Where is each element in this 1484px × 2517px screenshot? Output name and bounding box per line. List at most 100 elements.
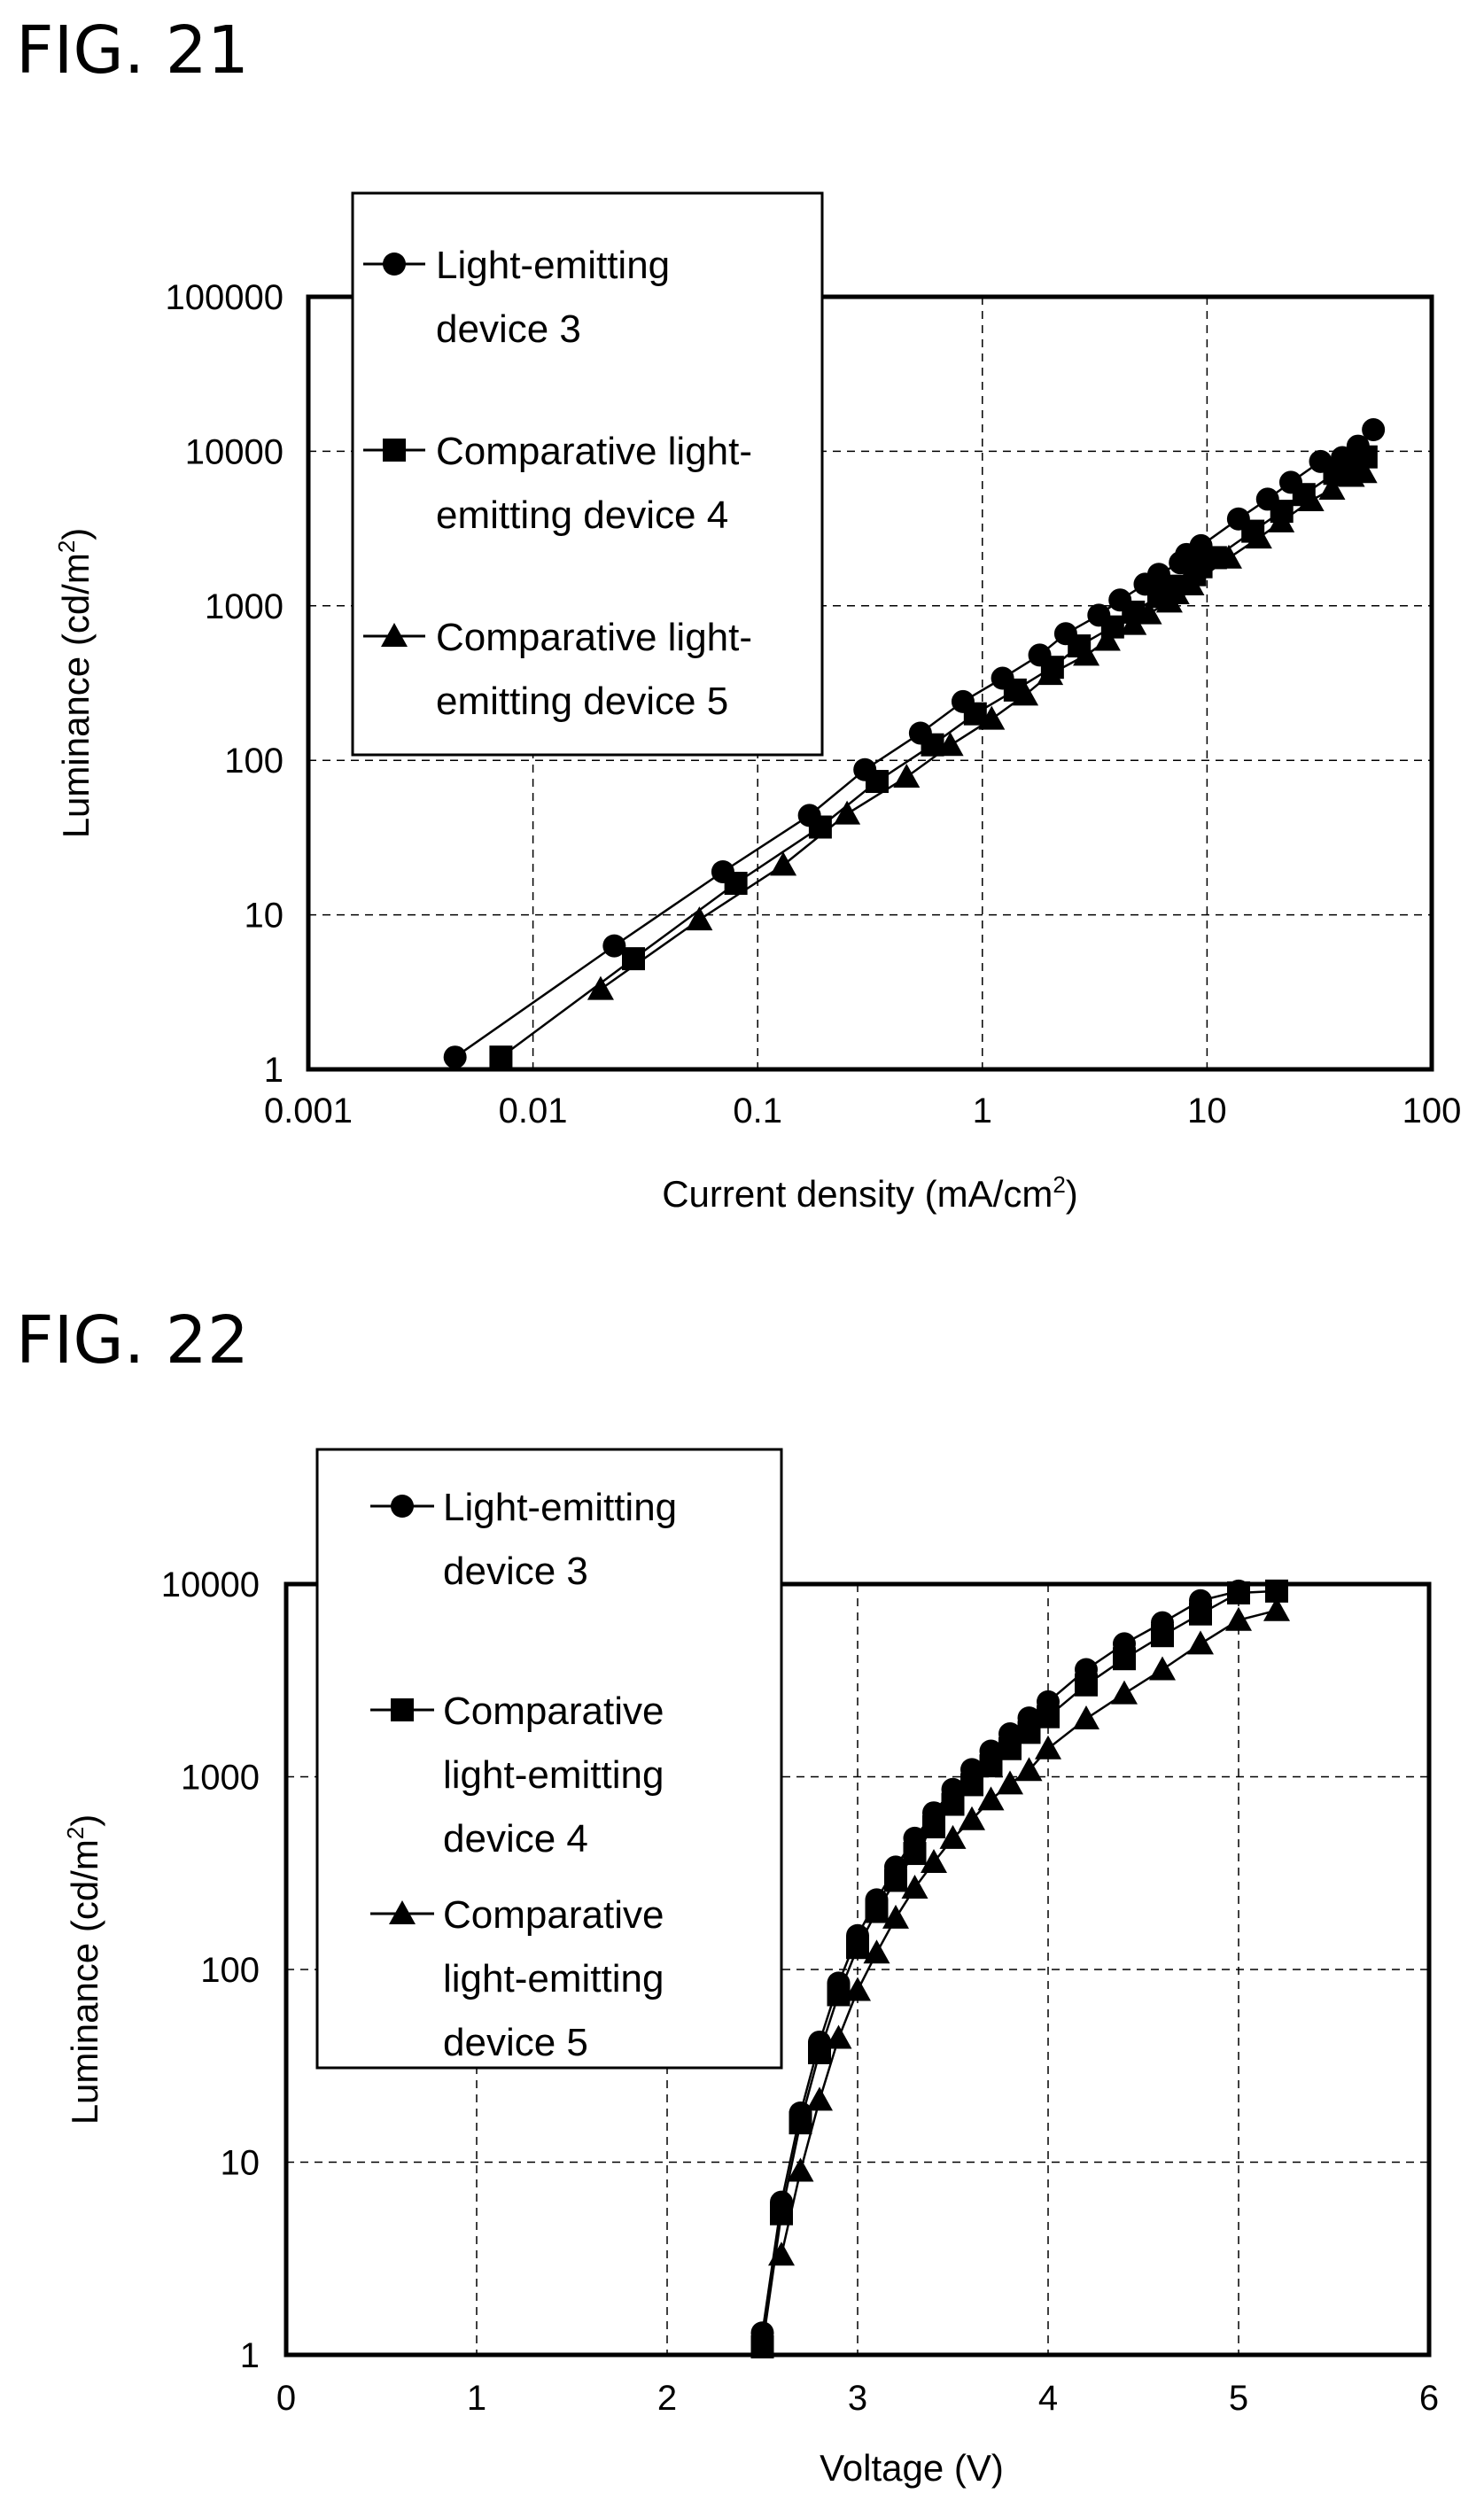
- data-point-square: [846, 1936, 869, 1960]
- legend-label-line: Comparative light-: [436, 616, 752, 659]
- data-point-triangle: [921, 1849, 947, 1874]
- data-point-square: [1151, 1624, 1174, 1648]
- legend-item-comparative-device-4: Comparative light- emitting device 4: [363, 430, 752, 537]
- data-point-triangle: [806, 2086, 833, 2111]
- data-point-square: [1189, 1602, 1212, 1626]
- legend-label-line: light-emitting: [443, 1957, 664, 2000]
- data-point-square: [1075, 1673, 1098, 1697]
- y-tick-label: 100000: [166, 278, 284, 317]
- data-point-square: [1227, 1581, 1250, 1604]
- legend-marker-triangle: [389, 1900, 416, 1924]
- data-point-triangle: [997, 1770, 1023, 1795]
- plot-frame: [306, 294, 1434, 1072]
- y-axis-label: Luminance (cd/m2): [53, 528, 97, 839]
- data-point-triangle: [768, 2241, 795, 2266]
- y-tick-label: 1: [264, 1051, 284, 1090]
- x-tick-labels: 0 1 2 3 4 5 6: [276, 2379, 1439, 2418]
- data-point-triangle: [1245, 524, 1272, 549]
- x-tick-label: 6: [1419, 2379, 1439, 2418]
- x-tick-label: 4: [1038, 2379, 1058, 2418]
- data-point-triangle: [893, 764, 921, 789]
- series-triangle: [768, 1596, 1290, 2266]
- data-point-triangle: [1225, 1606, 1252, 1631]
- legend-box: [315, 1448, 783, 2070]
- data-point-triangle: [1111, 1680, 1138, 1705]
- data-point-triangle: [1093, 626, 1121, 651]
- legend-label-line: light-emitting: [443, 1753, 664, 1797]
- data-point-triangle: [882, 1904, 909, 1929]
- data-point-square: [808, 2040, 831, 2064]
- data-point-triangle: [936, 732, 964, 757]
- data-point-triangle: [844, 1977, 871, 2001]
- legend-label-line: Comparative: [443, 1893, 664, 1937]
- series-group: [750, 1579, 1290, 2358]
- data-point-triangle: [1318, 475, 1346, 500]
- data-point-triangle: [1350, 459, 1378, 484]
- data-point-triangle: [686, 906, 713, 931]
- data-point-square: [922, 1814, 945, 1838]
- data-point-triangle: [1215, 544, 1242, 569]
- data-point-triangle: [1035, 1735, 1061, 1760]
- data-point-triangle: [1162, 579, 1190, 604]
- data-point-circle: [443, 1045, 467, 1069]
- x-tick-label: 3: [848, 2379, 867, 2418]
- data-point-square: [865, 770, 889, 794]
- legend-marker-circle: [383, 252, 406, 276]
- legend: Light-emitting device 3 Comparative ligh…: [315, 1448, 783, 2070]
- data-point-circle: [602, 934, 626, 958]
- y-tick-label: 10000: [185, 432, 284, 471]
- data-point-triangle: [1015, 1757, 1043, 1782]
- legend-item-comparative-device-5: Comparative light-emitting device 5: [370, 1893, 664, 2064]
- legend-item-device-3: Light-emitting device 3: [370, 1486, 677, 1593]
- series-triangle: [587, 459, 1378, 1000]
- x-axis-label: Voltage (V): [820, 2447, 1004, 2489]
- data-point-square: [884, 1868, 907, 1892]
- data-point-square: [1113, 1647, 1136, 1671]
- legend-item-comparative-device-5: Comparative light- emitting device 5: [363, 616, 752, 723]
- x-tick-label: 0.001: [264, 1091, 353, 1130]
- series-group: [443, 418, 1386, 1069]
- legend: Light-emitting device 3 Comparative ligh…: [351, 191, 824, 757]
- y-axis-label: Luminance (cd/m2): [62, 1814, 105, 2125]
- data-point-triangle: [825, 2024, 852, 2049]
- y-tick-label: 10: [221, 2144, 260, 2183]
- y-tick-label: 1000: [205, 587, 284, 626]
- data-point-square: [865, 1899, 889, 1923]
- legend-label-line: emitting device 5: [436, 680, 728, 723]
- x-tick-label: 0.1: [733, 1091, 782, 1130]
- legend-marker-square: [383, 439, 406, 462]
- x-tick-label: 0: [276, 2379, 296, 2418]
- y-tick-label: 100: [200, 1951, 260, 1990]
- legend-item-device-3: Light-emitting device 3: [363, 244, 670, 351]
- data-point-triangle: [1135, 600, 1162, 625]
- data-point-square: [1037, 1705, 1060, 1728]
- plot-frame: [284, 1581, 1432, 2358]
- data-point-triangle: [587, 975, 614, 1000]
- figure-title: FIG. 21: [16, 12, 249, 89]
- y-tick-label: 10: [245, 897, 284, 936]
- data-point-triangle: [1120, 610, 1147, 635]
- legend-label-line: Light-emitting: [436, 244, 670, 287]
- data-point-triangle: [978, 705, 1006, 730]
- data-point-triangle: [1297, 486, 1325, 511]
- legend-label-line: device 4: [443, 1817, 588, 1861]
- data-point-triangle: [1187, 1630, 1214, 1655]
- y-tick-labels: 1 10 100 1000 10000: [161, 1565, 260, 2375]
- x-tick-label: 100: [1402, 1091, 1462, 1130]
- legend-label-line: device 3: [436, 307, 581, 351]
- data-point-square: [827, 1983, 851, 2007]
- legend-item-comparative-device-4: Comparative light-emitting device 4: [370, 1690, 664, 1861]
- x-axis-label: Current density (mA/cm2): [662, 1171, 1078, 1215]
- data-point-triangle: [1177, 571, 1205, 595]
- data-point-triangle: [1268, 508, 1295, 532]
- data-point-triangle: [770, 851, 797, 876]
- data-point-triangle: [1149, 1656, 1176, 1681]
- data-point-square: [941, 1792, 965, 1816]
- x-tick-label: 5: [1229, 2379, 1248, 2418]
- legend-marker-triangle: [381, 623, 408, 647]
- data-point-triangle: [939, 1824, 967, 1849]
- figure-21: FIG. 21 0.001 0.01 0.1 1 10 100 1 10 100 1000 100…: [16, 12, 1461, 1215]
- data-point-square: [750, 2334, 774, 2358]
- legend-marker-circle: [391, 1495, 414, 1518]
- data-point-square: [903, 1842, 927, 1866]
